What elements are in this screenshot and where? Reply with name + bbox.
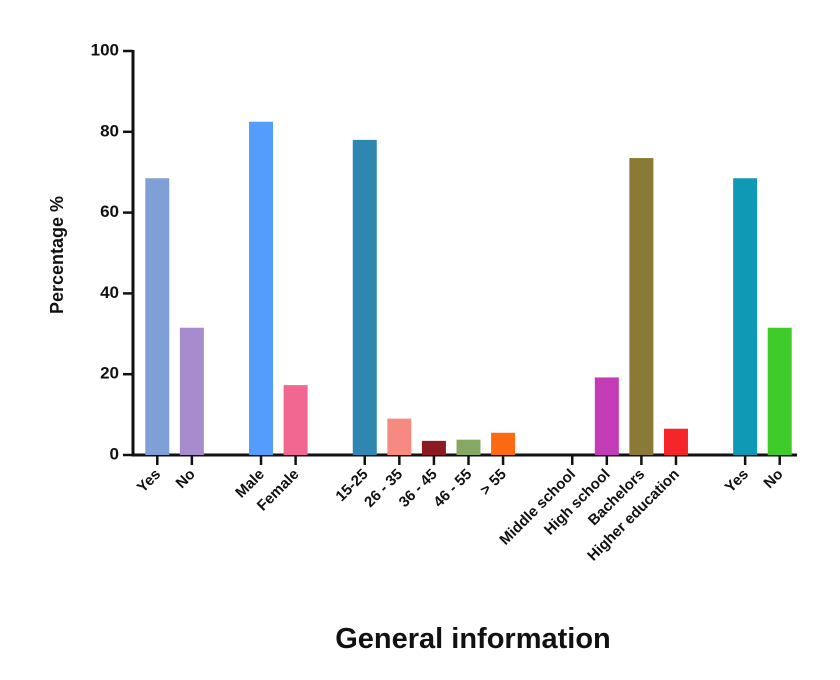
bar	[145, 178, 170, 455]
x-tick-label: > 55	[477, 466, 510, 499]
y-tick-label: 60	[100, 202, 119, 221]
bar	[629, 158, 654, 455]
x-tick-label: No	[173, 466, 199, 492]
bar	[352, 139, 377, 455]
x-tick-label: Yes	[722, 466, 752, 496]
x-tick-label: 46 - 55	[430, 466, 475, 511]
bar	[421, 440, 446, 455]
y-tick-label: 20	[100, 364, 119, 383]
y-tick-label: 100	[91, 40, 119, 59]
x-tick-label: Yes	[134, 466, 164, 496]
bar	[491, 432, 516, 455]
bar	[733, 178, 758, 455]
y-axis-title: Percentage %	[47, 196, 67, 314]
x-axis-title: General information	[335, 623, 611, 655]
bar	[663, 428, 688, 455]
bar	[456, 439, 481, 455]
bar	[594, 377, 619, 455]
bar	[179, 327, 204, 455]
x-tick-label: No	[760, 466, 786, 492]
bar	[249, 121, 274, 455]
bar	[767, 327, 792, 455]
y-tick-label: 0	[110, 444, 119, 463]
bar	[283, 385, 308, 455]
x-tick-label: 26 - 35	[361, 466, 406, 511]
x-tick-label: 36 - 45	[396, 466, 441, 511]
y-tick-label: 80	[100, 121, 119, 140]
y-tick-label: 40	[100, 283, 119, 302]
bar	[387, 418, 412, 455]
